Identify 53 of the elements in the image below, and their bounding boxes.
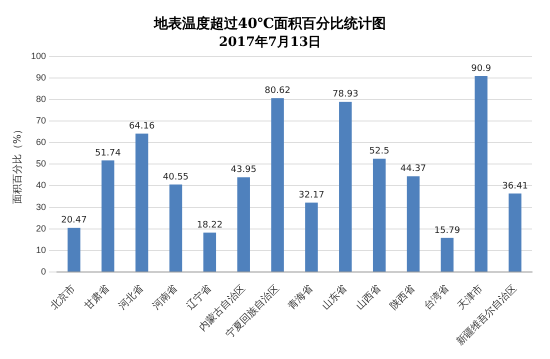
y-tick-label: 40	[36, 180, 46, 190]
bar	[440, 238, 454, 272]
data-label: 43.95	[230, 165, 256, 176]
y-tick-label: 60	[36, 137, 46, 148]
bar	[508, 193, 522, 272]
x-tick-label: 陕西省	[388, 282, 418, 312]
y-tick-label: 20	[36, 223, 46, 234]
bar	[135, 134, 148, 272]
y-tick-label: 100	[30, 50, 46, 61]
data-label: 18.22	[196, 220, 223, 231]
bar	[102, 160, 114, 272]
data-label: 90.9	[471, 64, 492, 74]
bar	[406, 176, 420, 272]
x-tick-label: 台湾省	[421, 282, 452, 312]
x-tick-label: 河南省	[150, 282, 180, 312]
data-label: 20.47	[61, 216, 87, 226]
bar	[237, 177, 250, 272]
data-label: 15.79	[434, 226, 460, 236]
x-tick-label: 山西省	[354, 282, 384, 312]
x-tick-label: 青海省	[286, 282, 316, 312]
data-label: 80.62	[264, 86, 290, 96]
data-label: 44.37	[400, 164, 426, 174]
data-label: 52.5	[369, 146, 390, 157]
bar	[169, 184, 182, 272]
data-label: 51.74	[95, 148, 122, 158]
x-tick-label: 河北省	[116, 282, 146, 312]
x-tick-label: 天津市	[455, 282, 486, 312]
x-tick-label: 甘肃省	[82, 282, 112, 312]
data-label: 36.41	[502, 181, 528, 192]
y-tick-label: 0	[41, 266, 46, 276]
x-tick-label: 山东省	[320, 282, 350, 312]
bar	[474, 76, 488, 272]
chart-title: 地表温度超过40℃面积百分比统计图	[152, 15, 386, 32]
x-tick-label: 辽宁省	[184, 282, 214, 312]
chart-subtitle: 2017年7月13日	[218, 34, 322, 50]
bar	[372, 158, 386, 272]
bar	[203, 232, 216, 272]
y-tick-label: 90	[36, 72, 46, 82]
bar	[68, 228, 80, 272]
y-tick-label: 10	[36, 244, 46, 255]
bar	[339, 102, 352, 272]
x-tick-label: 北京市	[48, 282, 78, 312]
data-label: 64.16	[128, 121, 155, 132]
data-label: 40.55	[162, 172, 189, 182]
y-tick-label: 70	[36, 116, 46, 126]
bar	[305, 202, 318, 272]
data-label: 32.17	[298, 190, 324, 200]
y-tick-label: 50	[36, 158, 46, 169]
bar	[271, 98, 284, 272]
y-tick-label: 80	[36, 94, 46, 104]
y-tick-label: 30	[36, 202, 46, 212]
y-axis-title: 面积百分比（%）	[12, 124, 24, 204]
data-label: 78.93	[332, 90, 358, 100]
